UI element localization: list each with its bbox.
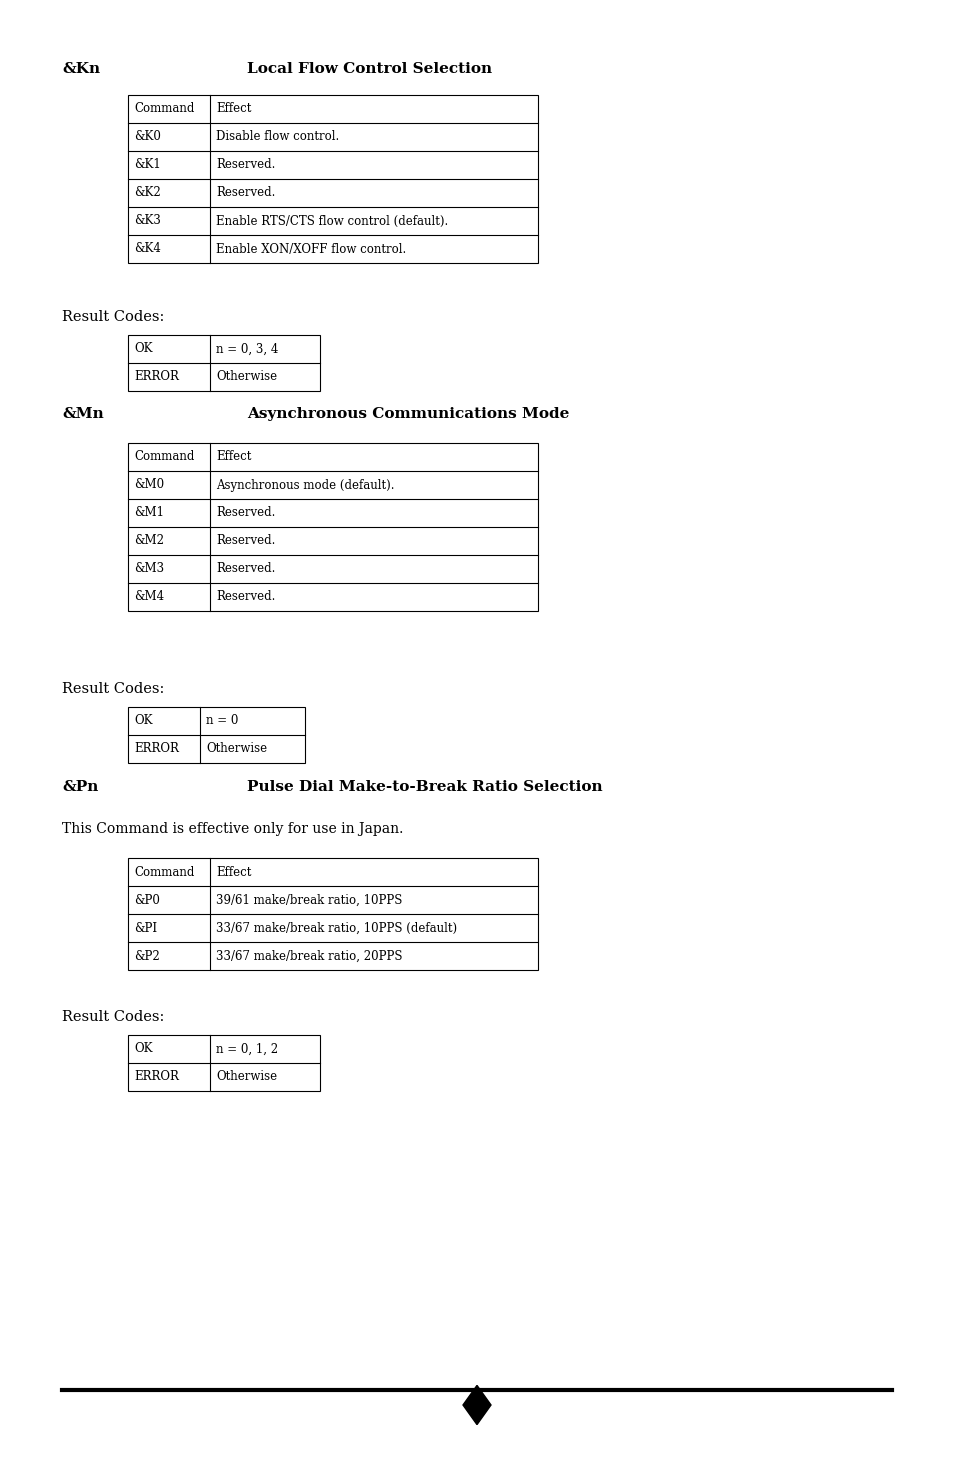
- Text: OK: OK: [133, 714, 152, 727]
- Text: Reserved.: Reserved.: [215, 158, 275, 171]
- Text: Reserved.: Reserved.: [215, 186, 275, 199]
- Text: OK: OK: [133, 342, 152, 355]
- Text: Local Flow Control Selection: Local Flow Control Selection: [247, 62, 492, 77]
- Text: Result Codes:: Result Codes:: [62, 681, 164, 696]
- FancyBboxPatch shape: [128, 1035, 319, 1092]
- Text: Reserved.: Reserved.: [215, 534, 275, 547]
- Text: ERROR: ERROR: [133, 370, 178, 384]
- Text: &M4: &M4: [133, 590, 164, 603]
- Text: 33/67 make/break ratio, 20PPS: 33/67 make/break ratio, 20PPS: [215, 950, 402, 963]
- FancyBboxPatch shape: [128, 442, 537, 611]
- Text: &M2: &M2: [133, 534, 164, 547]
- Text: &M1: &M1: [133, 506, 164, 519]
- Text: n = 0, 1, 2: n = 0, 1, 2: [215, 1043, 278, 1056]
- Text: &Mn: &Mn: [62, 407, 104, 420]
- Text: Command: Command: [133, 102, 194, 115]
- Text: Result Codes:: Result Codes:: [62, 1010, 164, 1024]
- Text: &P0: &P0: [133, 894, 160, 907]
- Text: Enable RTS/CTS flow control (default).: Enable RTS/CTS flow control (default).: [215, 214, 448, 227]
- Text: Otherwise: Otherwise: [215, 370, 276, 384]
- Text: 33/67 make/break ratio, 10PPS (default): 33/67 make/break ratio, 10PPS (default): [215, 922, 456, 935]
- Text: &Kn: &Kn: [62, 62, 100, 77]
- Text: &P2: &P2: [133, 950, 159, 963]
- Text: Command: Command: [133, 866, 194, 879]
- Text: &K2: &K2: [133, 186, 161, 199]
- Text: Asynchronous Communications Mode: Asynchronous Communications Mode: [247, 407, 569, 420]
- Text: Effect: Effect: [215, 102, 251, 115]
- Text: Command: Command: [133, 450, 194, 463]
- Text: &M3: &M3: [133, 562, 164, 575]
- Text: OK: OK: [133, 1043, 152, 1056]
- Text: n = 0: n = 0: [206, 714, 238, 727]
- Text: Asynchronous mode (default).: Asynchronous mode (default).: [215, 478, 395, 491]
- Text: Otherwise: Otherwise: [215, 1071, 276, 1084]
- Text: Reserved.: Reserved.: [215, 590, 275, 603]
- FancyBboxPatch shape: [128, 94, 537, 263]
- Text: n = 0, 3, 4: n = 0, 3, 4: [215, 342, 278, 355]
- Text: &Pn: &Pn: [62, 780, 98, 794]
- Text: &K1: &K1: [133, 158, 161, 171]
- Text: Enable XON/XOFF flow control.: Enable XON/XOFF flow control.: [215, 242, 406, 255]
- FancyBboxPatch shape: [128, 858, 537, 971]
- Text: 39/61 make/break ratio, 10PPS: 39/61 make/break ratio, 10PPS: [215, 894, 402, 907]
- Text: Disable flow control.: Disable flow control.: [215, 130, 339, 143]
- Text: Effect: Effect: [215, 866, 251, 879]
- Text: Reserved.: Reserved.: [215, 562, 275, 575]
- Text: &M0: &M0: [133, 478, 164, 491]
- Text: &PI: &PI: [133, 922, 157, 935]
- FancyBboxPatch shape: [128, 335, 319, 391]
- Text: &K4: &K4: [133, 242, 161, 255]
- Text: &K3: &K3: [133, 214, 161, 227]
- Text: Pulse Dial Make-to-Break Ratio Selection: Pulse Dial Make-to-Break Ratio Selection: [247, 780, 602, 794]
- Text: ERROR: ERROR: [133, 1071, 178, 1084]
- Text: &K0: &K0: [133, 130, 161, 143]
- FancyBboxPatch shape: [128, 707, 305, 763]
- Text: Reserved.: Reserved.: [215, 506, 275, 519]
- Text: Result Codes:: Result Codes:: [62, 310, 164, 324]
- Polygon shape: [462, 1385, 491, 1425]
- Text: This Command is effective only for use in Japan.: This Command is effective only for use i…: [62, 822, 403, 836]
- Text: Otherwise: Otherwise: [206, 742, 267, 755]
- Text: ERROR: ERROR: [133, 742, 178, 755]
- Text: Effect: Effect: [215, 450, 251, 463]
